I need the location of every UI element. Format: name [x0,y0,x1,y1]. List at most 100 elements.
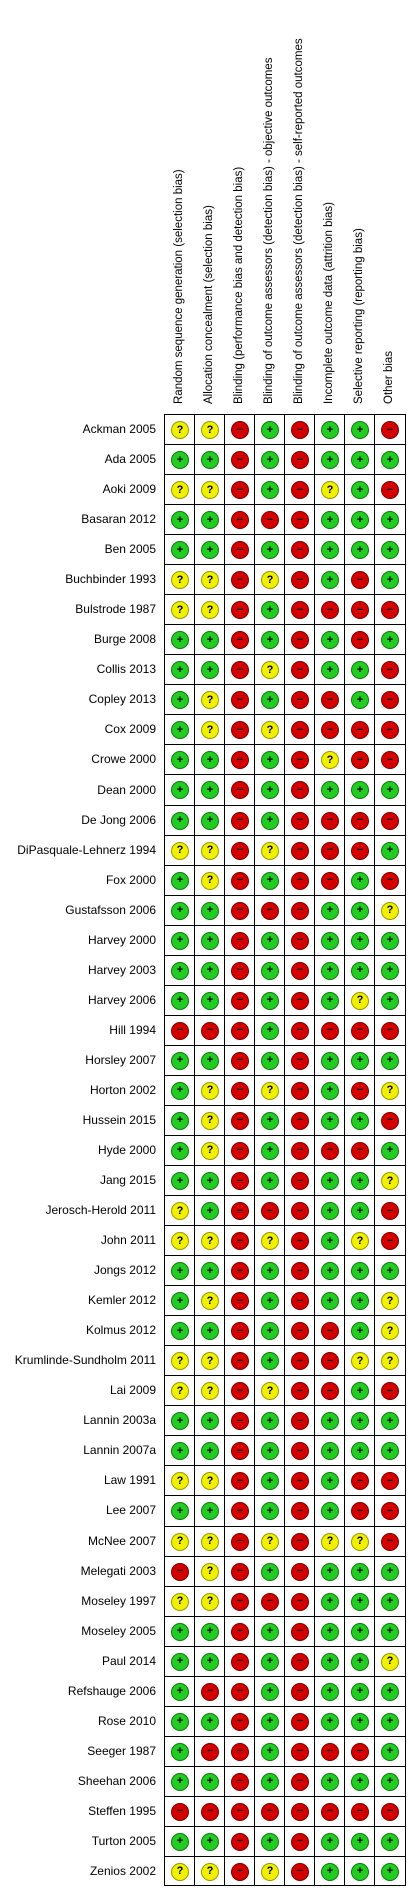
rating-cell: − [285,1466,315,1496]
high-risk-icon: − [231,781,249,800]
unclear-risk-icon: ? [261,661,279,680]
low-risk-icon: + [171,1502,189,1521]
high-risk-icon: − [321,1802,339,1821]
low-risk-icon: + [261,1111,279,1130]
high-risk-icon: − [291,1472,309,1491]
low-risk-icon: + [201,1502,219,1521]
grid-row-divider [165,1525,405,1527]
rating-cell: − [225,1617,255,1647]
rating-cell: + [165,745,195,775]
grid-row-divider [165,624,405,626]
rating-cell: ? [195,1527,225,1557]
grid-row-divider [165,534,405,536]
rating-cell: − [285,1737,315,1767]
rating-cell: + [195,806,225,836]
unclear-risk-icon: ? [381,1172,399,1191]
low-risk-icon: + [321,1772,339,1791]
high-risk-icon: − [291,661,309,680]
grid-column-divider [374,415,375,1885]
low-risk-icon: + [321,1562,339,1581]
low-risk-icon: + [381,1772,399,1791]
rating-cell: + [345,1557,375,1587]
rating-cell: − [285,1496,315,1526]
grid-row-divider [165,1855,405,1857]
rating-cell: − [225,505,255,535]
grid-row-divider [165,1285,405,1287]
rating-cell: + [375,535,405,565]
high-risk-icon: − [381,751,399,770]
rating-cell: + [165,445,195,475]
rating-cell: + [315,1406,345,1436]
rating-cell: + [375,1046,405,1076]
grid-row-divider [165,1585,405,1587]
low-risk-icon: + [351,931,369,950]
low-risk-icon: + [321,541,339,560]
rating-cell: − [375,1466,405,1496]
low-risk-icon: + [321,421,339,439]
rating-cell: + [255,1136,285,1166]
domain-header: Allocation concealment (selection bias) [203,205,215,404]
high-risk-icon: − [231,1111,249,1130]
rating-cell: + [165,775,195,805]
rating-cell: + [375,1767,405,1797]
rating-cell: + [345,1316,375,1346]
high-risk-icon: − [231,1172,249,1191]
high-risk-icon: − [321,811,339,830]
rating-cell: + [375,1737,405,1767]
rating-cell: + [255,1617,285,1647]
study-name: Horton 2002 [89,1082,156,1097]
low-risk-icon: + [321,1262,339,1281]
rating-cell: + [195,1827,225,1857]
rating-cell: + [255,926,285,956]
low-risk-icon: + [171,961,189,980]
high-risk-icon: − [291,421,309,439]
rating-cell: − [345,1737,375,1767]
unclear-risk-icon: ? [201,1382,219,1401]
grid-row-divider [165,924,405,926]
low-risk-icon: + [381,631,399,650]
rating-cell: ? [375,1316,405,1346]
high-risk-icon: − [231,1832,249,1851]
low-risk-icon: + [201,931,219,950]
study-name: Sheehan 2006 [77,1773,156,1788]
high-risk-icon: − [291,1111,309,1130]
study-name: Kolmus 2012 [85,1323,156,1338]
high-risk-icon: − [171,1562,189,1581]
unclear-risk-icon: ? [201,1532,219,1551]
rating-cell: + [255,1737,285,1767]
rating-cell: ? [165,836,195,866]
unclear-risk-icon: ? [171,1352,189,1371]
high-risk-icon: − [291,1712,309,1731]
low-risk-icon: + [351,1592,369,1611]
rating-cell: ? [375,1076,405,1106]
low-risk-icon: + [261,541,279,560]
rating-cell: − [285,1406,315,1436]
high-risk-icon: − [351,1081,369,1100]
high-risk-icon: − [381,811,399,830]
low-risk-icon: + [261,481,279,500]
high-risk-icon: − [291,1742,309,1761]
high-risk-icon: − [291,1562,309,1581]
high-risk-icon: − [351,1472,369,1491]
rating-cell: + [345,475,375,505]
rating-cell: ? [195,1106,225,1136]
low-risk-icon: + [351,451,369,470]
high-risk-icon: − [291,871,309,890]
high-risk-icon: − [231,1742,249,1761]
low-risk-icon: + [321,1592,339,1611]
rating-cell: + [315,655,345,685]
rating-cell: − [255,896,285,926]
rating-cell: + [195,625,225,655]
rating-cell: + [315,956,345,986]
grid-row-divider [165,1134,405,1136]
rating-cell: − [345,1076,375,1106]
rating-cell: + [315,1436,345,1466]
high-risk-icon: − [381,1232,399,1251]
low-risk-icon: + [171,1081,189,1100]
study-name: Aoki 2009 [102,482,156,497]
high-risk-icon: − [351,631,369,650]
high-risk-icon: − [381,1802,399,1821]
high-risk-icon: − [291,991,309,1010]
low-risk-icon: + [171,931,189,950]
